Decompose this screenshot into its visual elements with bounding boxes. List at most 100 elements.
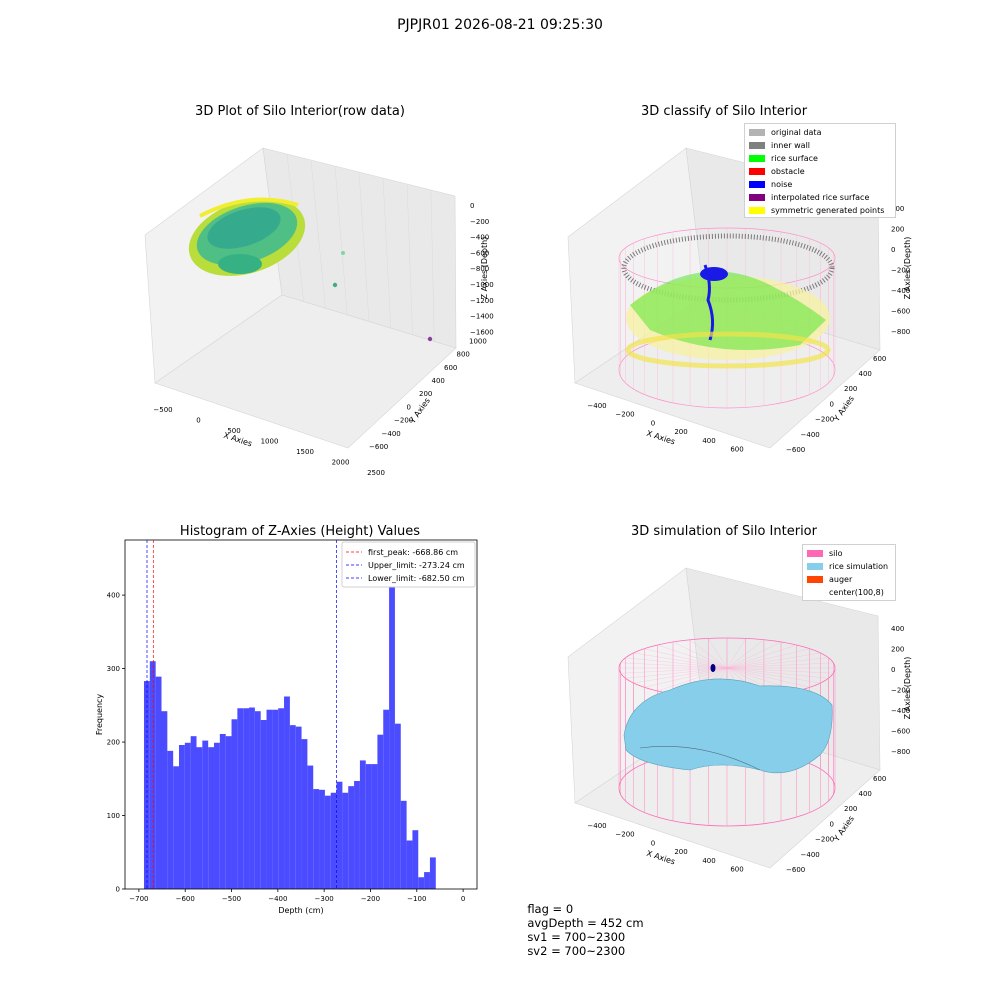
histogram-bar bbox=[418, 877, 425, 889]
histogram-bar bbox=[214, 742, 220, 889]
histogram-bar bbox=[237, 708, 244, 889]
histogram-bar bbox=[394, 723, 401, 889]
silo-wire-roof bbox=[726, 638, 746, 669]
legend-swatch bbox=[749, 194, 765, 201]
silo-wire-roof bbox=[726, 667, 810, 688]
legend-label: first_peak: -668.86 cm bbox=[368, 548, 458, 557]
histogram-chart: −700 −600 −500 −400 −300 −200 −100 0 0 100 200 300 4… bbox=[95, 539, 478, 915]
axis-tick-label: 400 bbox=[432, 377, 445, 385]
legend-item: inner wall bbox=[749, 140, 810, 151]
histogram-bar bbox=[155, 676, 162, 889]
histogram-bar bbox=[208, 747, 215, 889]
y-tick-label: 200 bbox=[107, 739, 120, 747]
legend-item: noise bbox=[749, 179, 792, 190]
rice-simulation-fold bbox=[639, 746, 761, 771]
legend-label: symmetric generated points bbox=[771, 206, 885, 215]
histogram-bar bbox=[179, 744, 185, 889]
axis-tick-label: 600 bbox=[730, 866, 743, 874]
histogram-bar bbox=[359, 760, 366, 889]
axis-tick-label: 200 bbox=[419, 390, 432, 398]
legend-label: inner wall bbox=[771, 141, 811, 150]
silo-wire-roof bbox=[657, 667, 728, 692]
axis-tick-label: −1400 bbox=[470, 313, 494, 321]
axis-tick-label: −600 bbox=[470, 249, 489, 257]
x-tick-label: −200 bbox=[361, 895, 380, 903]
histogram-bar bbox=[336, 781, 343, 889]
x-tick-label: −100 bbox=[407, 895, 426, 903]
histogram-bar bbox=[383, 709, 390, 889]
axis-tick-label: −200 bbox=[394, 417, 413, 425]
legend-item: rice simulation bbox=[807, 561, 888, 572]
axis-tick-label: 1000 bbox=[469, 337, 487, 345]
z-axis-label: Z Axies (Depth) bbox=[903, 657, 912, 720]
legend-item: interpolated rice surface bbox=[749, 192, 869, 203]
histogram-bar bbox=[307, 765, 314, 889]
silo-wire-roof bbox=[689, 639, 728, 669]
outlier-point bbox=[427, 336, 433, 342]
axis-tick-label: 0 bbox=[891, 666, 895, 674]
axis-tick-label: −400 bbox=[587, 402, 606, 410]
axis-tick-label: 2000 bbox=[332, 459, 350, 467]
x-axis-label: X Axies bbox=[645, 429, 676, 447]
y-tick-label: 100 bbox=[107, 812, 120, 820]
silo-wire-roof bbox=[726, 652, 821, 669]
histogram-frame bbox=[124, 539, 478, 890]
silo-wire-roof bbox=[625, 667, 728, 679]
x-axis-label: X Axies bbox=[645, 849, 676, 867]
histogram-bar bbox=[167, 750, 174, 889]
silo-wire-roof bbox=[625, 657, 728, 669]
histogram-bar bbox=[219, 733, 226, 889]
axis-tick-label: 0 bbox=[407, 403, 411, 411]
panel4-title: 3D simulation of Silo Interior bbox=[631, 524, 817, 539]
x-tick-label: −600 bbox=[176, 895, 195, 903]
histogram-bar bbox=[149, 661, 156, 889]
axis-tick-label: −600 bbox=[369, 443, 388, 451]
center-marker bbox=[710, 664, 716, 672]
panel4-legend: silo rice simulation auger center(100,8) bbox=[802, 544, 896, 601]
legend-item: rice surface bbox=[749, 153, 818, 164]
histogram-bar bbox=[377, 734, 384, 889]
histogram-bar bbox=[389, 556, 395, 889]
histogram-bar bbox=[313, 789, 320, 889]
histogram-bar bbox=[342, 792, 349, 889]
axis-tick-label: 800 bbox=[457, 351, 470, 359]
legend-label: auger bbox=[829, 575, 853, 584]
axis-tick-label: 400 bbox=[702, 857, 715, 865]
axis-tick-label: −200 bbox=[615, 831, 634, 839]
histogram-bar bbox=[254, 711, 261, 889]
histogram-bar bbox=[272, 709, 279, 889]
silo-wire-roof bbox=[726, 657, 829, 669]
legend-swatch bbox=[807, 550, 823, 557]
histogram-bar bbox=[243, 708, 250, 889]
axis-tick-label: −600 bbox=[786, 446, 805, 454]
silo-wire-roof bbox=[726, 641, 782, 669]
axis-tick-label: −1200 bbox=[470, 297, 494, 305]
axis-tick-label: 200 bbox=[891, 646, 904, 654]
x-tick-label: −400 bbox=[268, 895, 287, 903]
outlier-point bbox=[341, 251, 345, 255]
silo-wire-roof bbox=[726, 644, 797, 669]
histogram-bar bbox=[301, 739, 308, 889]
histogram-title: Histogram of Z-Axies (Height) Values bbox=[179, 524, 421, 539]
silo-point-cloud-rim bbox=[199, 197, 299, 218]
silo-wire-roof bbox=[726, 662, 834, 669]
status-avg-depth: avgDepth = 452 cm bbox=[527, 916, 644, 930]
silo-point-cloud-bottom bbox=[218, 254, 262, 274]
histogram-bar bbox=[231, 719, 238, 889]
rice-surface-points bbox=[630, 271, 826, 350]
histogram-bar bbox=[196, 747, 203, 889]
panel1-title: 3D Plot of Silo Interior(row data) bbox=[195, 104, 405, 119]
axis-tick-label: −600 bbox=[891, 308, 910, 316]
legend-label: Upper_limit: -273.24 cm bbox=[368, 561, 465, 570]
legend-item: auger bbox=[807, 574, 852, 585]
y-axis-label: Frequency bbox=[95, 694, 104, 736]
axis-tick-label: −200 bbox=[470, 218, 489, 226]
legend-label: interpolated rice surface bbox=[771, 193, 870, 202]
axis-tick-label: −200 bbox=[815, 416, 834, 424]
axis-tick-label: −800 bbox=[470, 265, 489, 273]
legend-label: silo bbox=[829, 549, 843, 558]
y-tick-label: 0 bbox=[116, 886, 120, 894]
silo-wire-roof bbox=[620, 667, 728, 674]
